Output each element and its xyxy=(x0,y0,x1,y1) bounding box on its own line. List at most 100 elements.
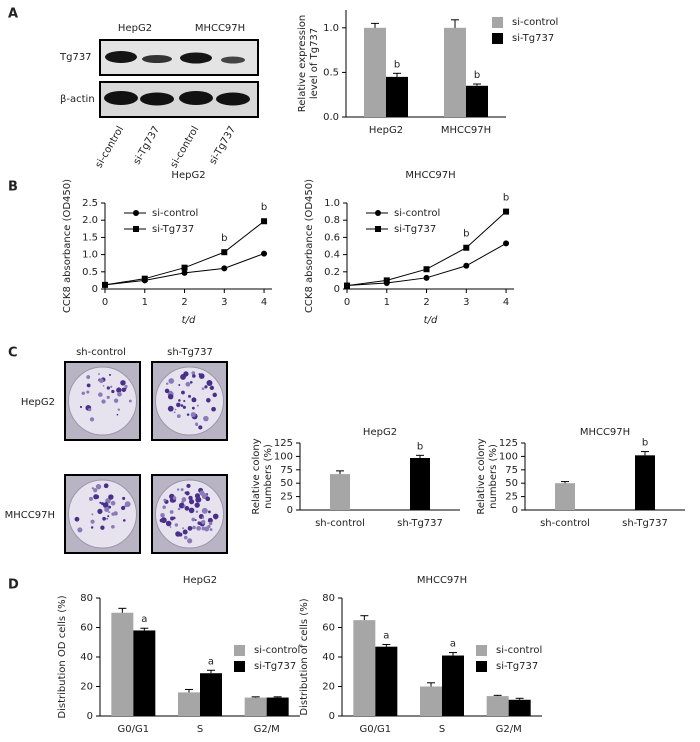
colony-dot xyxy=(188,507,195,514)
colony-dot xyxy=(167,405,174,412)
legend-label: si-Tg737 xyxy=(254,661,296,672)
marker xyxy=(141,275,148,282)
x-tick-label: HepG2 xyxy=(369,125,403,136)
legend-label: si-control xyxy=(152,208,198,219)
legend-marker xyxy=(133,226,139,232)
bar xyxy=(353,620,376,716)
colony-dot xyxy=(99,501,102,504)
blot-band xyxy=(180,52,212,64)
y-tick-label: 60 xyxy=(80,623,93,634)
colony-dot xyxy=(188,394,191,398)
y-tick-label: 25 xyxy=(505,492,518,503)
y-tick-label: 0.8 xyxy=(324,215,340,226)
colony-dot xyxy=(101,399,106,404)
plate xyxy=(155,366,224,436)
colony-dot xyxy=(209,385,215,391)
error-bar xyxy=(416,454,424,459)
y-tick-label: 0 xyxy=(92,284,98,295)
colony-dot xyxy=(172,496,177,500)
colony-dot xyxy=(195,422,198,426)
error-bar xyxy=(251,696,260,698)
y-tick-label: 0 xyxy=(287,505,293,516)
colony-dot xyxy=(108,511,111,514)
y-tick-label: 75 xyxy=(505,465,518,476)
significance-label: b xyxy=(221,233,227,244)
colony-dot xyxy=(106,395,110,399)
marker xyxy=(221,249,228,256)
colony-dot xyxy=(191,397,197,403)
error-bar xyxy=(273,696,282,698)
colony-dot xyxy=(90,526,94,529)
colony-dot xyxy=(164,388,170,394)
plate xyxy=(155,479,224,549)
chart-title: MHCC97H xyxy=(417,575,467,586)
error-bar xyxy=(185,688,193,693)
bar xyxy=(178,692,200,716)
bar xyxy=(386,76,408,117)
significance-label: b xyxy=(503,193,509,204)
colony-dot xyxy=(122,519,126,522)
y-tick-label: 40 xyxy=(322,652,335,663)
x-axis-label: t/d xyxy=(182,315,196,326)
colony-dot xyxy=(198,373,201,376)
colony-images: sh-control sh-Tg737 HepG2 MHCC97H xyxy=(5,347,213,521)
colony-dot xyxy=(182,527,185,530)
colony-dot xyxy=(97,508,103,514)
marker xyxy=(383,277,390,284)
bar xyxy=(420,686,442,716)
colony-dot xyxy=(169,510,174,514)
x-tick-label: sh-control xyxy=(315,518,365,529)
colony-dot xyxy=(208,510,211,514)
colony-dot xyxy=(106,386,110,390)
y-axis-label: Relative colony xyxy=(251,438,262,514)
y-tick-label: 60 xyxy=(322,623,335,634)
colony-dot xyxy=(86,375,91,379)
blot-band xyxy=(104,91,138,105)
significance-label: b xyxy=(463,229,469,240)
colony-dot xyxy=(194,502,200,508)
colony-dot xyxy=(94,494,100,499)
legend-marker xyxy=(375,226,381,232)
colony-dot xyxy=(211,406,216,412)
marker xyxy=(503,208,510,215)
colony-dot xyxy=(178,399,181,402)
colony-dot xyxy=(108,373,112,376)
x-tick-label: 4 xyxy=(503,297,509,308)
colony-dot xyxy=(195,510,199,513)
chart-title: MHCC97H xyxy=(405,170,455,181)
y-tick-label: 50 xyxy=(505,478,518,489)
marker xyxy=(261,218,268,225)
colony-dot xyxy=(98,373,100,375)
x-tick-label: S xyxy=(439,724,445,735)
colony-dot xyxy=(113,511,118,516)
colony-dot xyxy=(207,517,213,523)
colony-dot xyxy=(105,501,108,504)
y-tick-label: 0.5 xyxy=(323,67,339,78)
significance-label: a xyxy=(383,630,389,641)
colony-dot xyxy=(180,374,186,380)
bar xyxy=(133,630,156,716)
colony-dot xyxy=(162,505,166,509)
legend-marker xyxy=(375,210,381,216)
colony-dot xyxy=(182,529,188,535)
colony-dot xyxy=(120,380,126,386)
legend-marker xyxy=(133,210,139,216)
y-tick-label: 100 xyxy=(274,451,293,462)
marker xyxy=(102,281,108,288)
colony-dot xyxy=(196,404,199,407)
colony-dot xyxy=(178,384,181,386)
error-bar xyxy=(140,627,149,631)
blot-band xyxy=(105,51,137,63)
colony-dot xyxy=(206,379,213,386)
y-tick-label: 0.2 xyxy=(324,267,340,278)
colony-dot xyxy=(196,526,201,531)
colony-dot xyxy=(102,502,109,508)
colony-dot xyxy=(187,525,193,531)
error-bar xyxy=(371,22,379,28)
x-tick-label: 2 xyxy=(423,297,429,308)
x-tick-label: G2/M xyxy=(254,724,280,735)
y-axis-label: Distribution of cells (%) xyxy=(299,598,310,715)
colony-dot xyxy=(74,516,80,522)
colony-dot xyxy=(88,408,92,412)
